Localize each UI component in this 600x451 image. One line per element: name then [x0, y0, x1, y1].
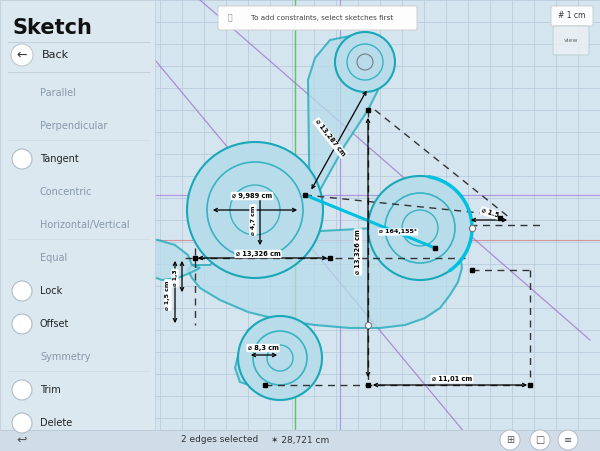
Text: ⌀ 4,7 cm: ⌀ 4,7 cm — [251, 205, 256, 235]
Text: ↩: ↩ — [17, 433, 27, 446]
Circle shape — [530, 430, 550, 450]
Ellipse shape — [187, 142, 323, 278]
Ellipse shape — [80, 318, 136, 358]
Text: ⌀ 13,326 cm: ⌀ 13,326 cm — [355, 230, 361, 275]
Text: Trim: Trim — [40, 385, 61, 395]
Circle shape — [12, 413, 32, 433]
Circle shape — [12, 314, 32, 334]
Circle shape — [12, 149, 32, 169]
Text: Concentric: Concentric — [40, 187, 92, 197]
Polygon shape — [188, 228, 462, 328]
Text: Delete: Delete — [40, 418, 72, 428]
Text: ⌀ 8,3 cm: ⌀ 8,3 cm — [248, 345, 278, 351]
Polygon shape — [138, 238, 200, 280]
Text: ⌀ 11,01 cm: ⌀ 11,01 cm — [432, 376, 472, 382]
Text: □: □ — [535, 435, 545, 445]
FancyBboxPatch shape — [0, 430, 600, 451]
Circle shape — [12, 281, 32, 301]
Text: Lock: Lock — [40, 286, 62, 296]
Text: Back: Back — [42, 50, 69, 60]
Text: ⌀ 164,155°: ⌀ 164,155° — [379, 230, 417, 235]
FancyBboxPatch shape — [155, 0, 600, 451]
FancyBboxPatch shape — [0, 0, 155, 451]
Text: ←: ← — [17, 49, 27, 61]
Text: 2 edges selected: 2 edges selected — [181, 436, 259, 445]
Text: Symmetry: Symmetry — [40, 352, 91, 362]
Text: Offset: Offset — [40, 319, 70, 329]
Text: Horizontal/Vertical: Horizontal/Vertical — [40, 220, 130, 230]
Text: Equal: Equal — [40, 253, 67, 263]
Text: ⌀ 1,5 cm: ⌀ 1,5 cm — [166, 280, 170, 310]
Text: Tangent: Tangent — [40, 154, 79, 164]
Text: ⌀ 9,989 cm: ⌀ 9,989 cm — [232, 193, 272, 199]
Text: ⌀ 1.5: ⌀ 1.5 — [481, 207, 499, 219]
Text: ≡: ≡ — [564, 435, 572, 445]
Circle shape — [11, 44, 33, 66]
Text: ⌀ 1,3: ⌀ 1,3 — [173, 270, 178, 286]
Text: ⊞: ⊞ — [506, 435, 514, 445]
FancyBboxPatch shape — [551, 6, 593, 26]
FancyBboxPatch shape — [218, 6, 417, 30]
Text: ⌀ 13,287 cm: ⌀ 13,287 cm — [314, 119, 346, 157]
Text: view: view — [564, 37, 578, 42]
Text: To add constraints, select sketches first: To add constraints, select sketches firs… — [251, 15, 394, 21]
Circle shape — [12, 380, 32, 400]
Text: ⌀ 13,326 cm: ⌀ 13,326 cm — [236, 251, 280, 257]
Polygon shape — [308, 35, 390, 232]
Text: Parallel: Parallel — [40, 88, 76, 98]
Circle shape — [500, 430, 520, 450]
Text: ✶ 28,721 cm: ✶ 28,721 cm — [271, 436, 329, 445]
Polygon shape — [235, 325, 308, 388]
Text: # 1 cm: # 1 cm — [559, 11, 586, 20]
Text: Sketch: Sketch — [12, 18, 92, 38]
Text: ⓘ: ⓘ — [227, 14, 232, 23]
FancyBboxPatch shape — [553, 26, 589, 55]
Text: Perpendicular: Perpendicular — [40, 121, 107, 131]
Ellipse shape — [368, 176, 472, 280]
Ellipse shape — [335, 32, 395, 92]
Ellipse shape — [238, 316, 322, 400]
Circle shape — [558, 430, 578, 450]
